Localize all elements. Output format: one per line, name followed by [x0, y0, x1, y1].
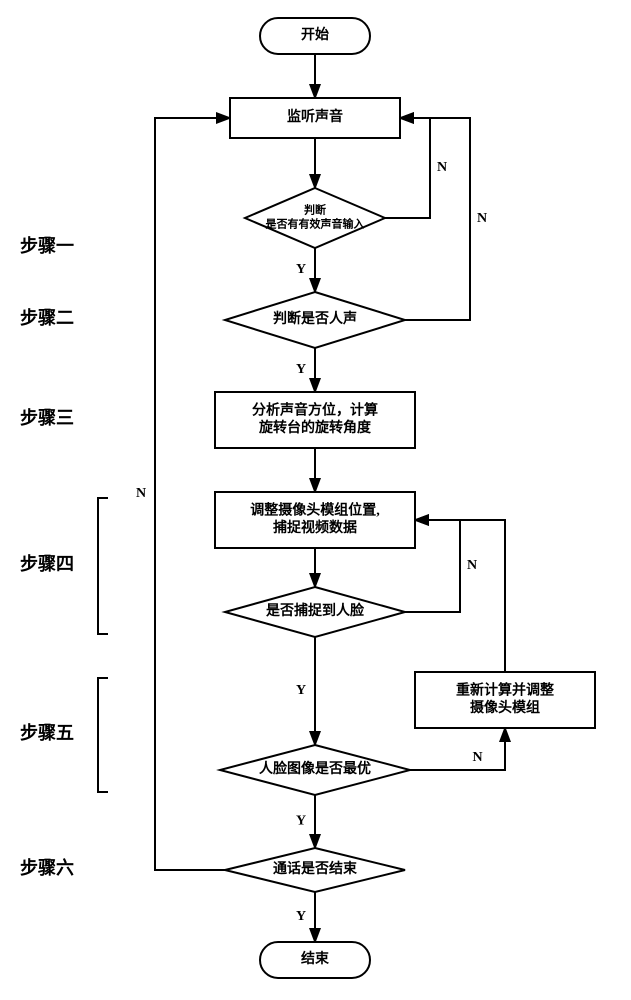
- node-recalc-text: 摄像头模组: [470, 699, 540, 716]
- node-d_face-text: 是否捕捉到人脸: [266, 602, 365, 619]
- edge-label-d_best-d_end: Y: [296, 814, 306, 829]
- edge-label-d_face-d_best: Y: [296, 683, 306, 698]
- node-recalc-text: 重新计算并调整: [456, 681, 555, 698]
- edge-label-d_face-adjust: N: [467, 558, 477, 573]
- node-d_face: 是否捕捉到人脸: [225, 587, 405, 637]
- node-d_end-text: 通话是否结束: [273, 860, 358, 877]
- node-adjust: 调整摄像头模组位置,捕捉视频数据: [215, 492, 415, 548]
- node-end: 结束: [260, 942, 370, 978]
- step-label-6: 步骤六: [20, 857, 74, 878]
- node-listen: 监听声音: [230, 98, 400, 138]
- node-d_valid-text: 是否有有效声音输入: [265, 216, 365, 230]
- node-recalc: 重新计算并调整摄像头模组: [415, 672, 595, 728]
- edge-label-d_end-listen: N: [136, 486, 146, 501]
- node-listen-text: 监听声音: [287, 108, 343, 125]
- step-bracket-5: [98, 678, 108, 792]
- node-analyze-text: 分析声音方位，计算: [252, 401, 378, 418]
- node-end-text: 结束: [301, 950, 330, 967]
- edge-d_best-recalc: [410, 728, 505, 770]
- step-bracket-4: [98, 498, 108, 634]
- node-start: 开始: [260, 18, 370, 54]
- edge-label-d_valid-listen: N: [437, 160, 447, 175]
- step-label-4: 步骤四: [20, 553, 74, 574]
- node-start-text: 开始: [301, 26, 329, 43]
- node-d_human: 判断是否人声: [225, 292, 405, 348]
- edge-label-d_human-analyze: Y: [296, 362, 306, 377]
- step-label-5: 步骤五: [20, 722, 74, 743]
- flowchart: YNYNYNYNYN开始监听声音判断是否有有效声音输入判断是否人声分析声音方位，…: [0, 0, 631, 1000]
- node-d_best: 人脸图像是否最优: [220, 745, 410, 795]
- step-label-2: 步骤二: [20, 307, 74, 328]
- node-d_human-text: 判断是否人声: [273, 310, 357, 327]
- node-d_end: 通话是否结束: [225, 848, 405, 892]
- node-d_valid-text: 判断: [304, 203, 326, 217]
- step-label-3: 步骤三: [20, 407, 74, 428]
- edge-label-d_human-listen: N: [477, 211, 487, 226]
- edge-label-d_best-recalc: N: [472, 750, 482, 765]
- node-d_valid: 判断是否有有效声音输入: [245, 188, 385, 248]
- node-adjust-text: 捕捉视频数据: [273, 519, 357, 536]
- node-d_best-text: 人脸图像是否最优: [259, 760, 371, 777]
- node-analyze: 分析声音方位，计算旋转台的旋转角度: [215, 392, 415, 448]
- step-label-1: 步骤一: [20, 235, 74, 256]
- edge-label-d_end-end: Y: [296, 909, 306, 924]
- node-adjust-text: 调整摄像头模组位置,: [250, 501, 380, 518]
- edge-label-d_valid-d_human: Y: [296, 262, 306, 277]
- node-analyze-text: 旋转台的旋转角度: [258, 419, 372, 436]
